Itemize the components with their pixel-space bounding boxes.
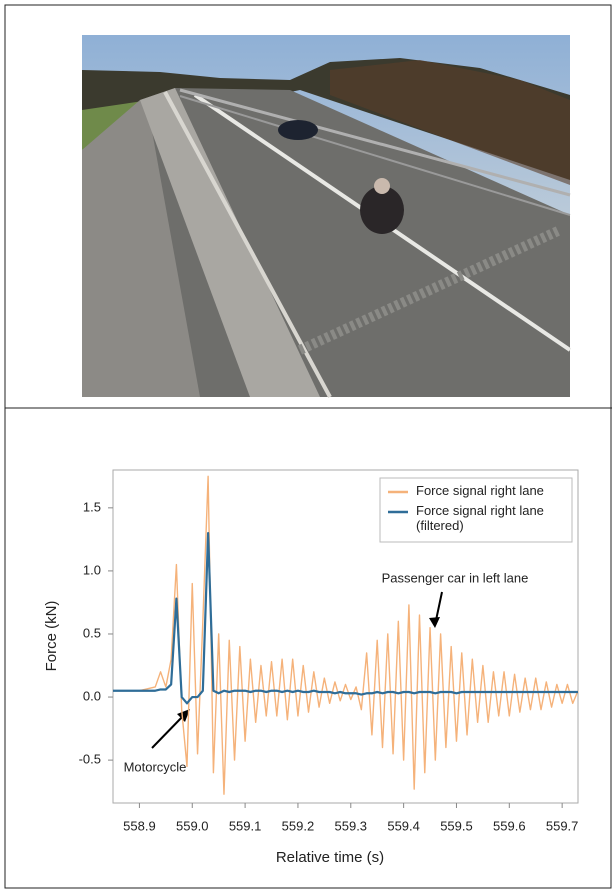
plot-frame	[112, 469, 579, 804]
arrow-head	[429, 617, 440, 628]
y-tick-label: 1.5	[83, 499, 101, 514]
x-axis-label: Relative time (s)	[276, 849, 384, 866]
y-tick-label: 1.0	[83, 562, 101, 577]
arrow-head	[177, 709, 190, 722]
y-axis-label: Force (kN)	[43, 601, 60, 672]
x-tick-label: 559.1	[229, 818, 262, 833]
x-tick-label: 559.0	[176, 818, 209, 833]
x-tick-label: 558.9	[123, 818, 156, 833]
y-tick-label: 0.5	[83, 625, 101, 640]
highway-photo	[82, 35, 572, 398]
y-tick-label: -0.5	[79, 752, 101, 767]
chart: Relative time (s) Force (kN) Passenger c…	[43, 469, 579, 866]
x-tick-label: 559.3	[335, 818, 368, 833]
x-tick-label: 559.6	[493, 818, 526, 833]
y-tick-label: 0.0	[83, 688, 101, 703]
annotation: Passenger car in left lane	[382, 570, 529, 585]
legend-box	[379, 477, 573, 543]
legend-label: Force signal right lane (filtered)	[416, 503, 544, 533]
legend-label: Force signal right lane	[416, 483, 544, 498]
annotation-arrow	[151, 713, 186, 749]
x-tick-label: 559.4	[387, 818, 420, 833]
outer-frame	[4, 4, 612, 889]
x-tick-label: 559.2	[282, 818, 315, 833]
series-line	[113, 475, 579, 795]
annotation: Motorcycle	[124, 759, 187, 774]
x-tick-label: 559.7	[546, 818, 579, 833]
series-line	[113, 531, 578, 705]
x-tick-label: 559.5	[440, 818, 473, 833]
